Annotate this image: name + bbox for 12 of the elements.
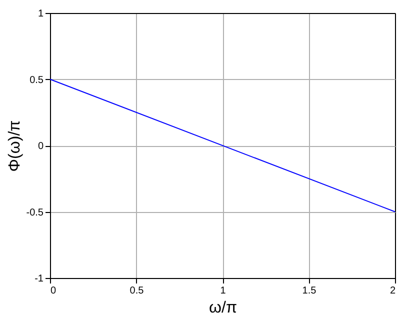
y-axis-title: Φ(ω)/π (6, 120, 24, 172)
y-tick-label: 1 (38, 8, 44, 20)
x-tick-label: 1.5 (302, 286, 317, 296)
x-tick-label: 1 (220, 286, 226, 296)
x-tick-label: 0.5 (130, 286, 144, 296)
y-tick-label: -1 (34, 274, 44, 284)
x-axis-title: ω/π (209, 300, 237, 316)
y-tick-label: 0.5 (30, 74, 44, 86)
x-tick-label: 0 (50, 286, 56, 296)
y-tick-label: 0 (38, 141, 44, 152)
y-tick-label: -0.5 (26, 207, 44, 218)
x-tick-label: 2 (390, 286, 396, 296)
